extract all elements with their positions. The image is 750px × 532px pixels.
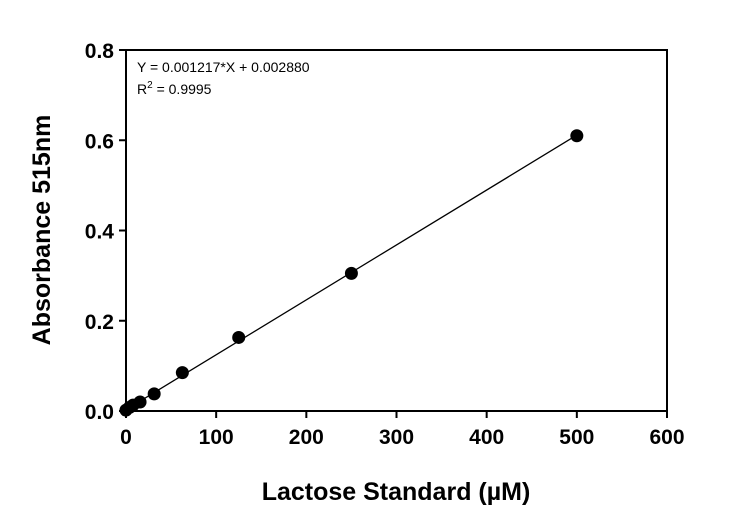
y-axis-title: Absorbance 515nm: [28, 115, 56, 346]
x-axis-title: Lactose Standard (µM): [262, 478, 531, 506]
equation-label: Y = 0.001217*X + 0.002880: [137, 59, 310, 75]
y-tick-label: 0.0: [85, 401, 114, 424]
data-point: [344, 266, 358, 280]
r-squared-label: R2 = 0.9995: [137, 80, 212, 97]
y-tick-label: 0.4: [85, 221, 115, 244]
y-tick-label: 0.8: [85, 40, 115, 63]
x-tick-label: 500: [559, 426, 594, 449]
y-axis-ticks: 0.0 0.2 0.4 0.6 0.8: [85, 40, 126, 424]
x-tick-label: 400: [469, 426, 504, 449]
data-point: [133, 395, 147, 409]
data-point: [147, 387, 161, 401]
data-point: [175, 366, 189, 380]
data-points: [119, 129, 584, 417]
x-axis-ticks: 0 100 200 300 400 500 600: [120, 411, 685, 449]
x-tick-label: 300: [379, 426, 414, 449]
y-tick-label: 0.2: [85, 311, 114, 334]
data-point: [232, 330, 246, 344]
y-tick-label: 0.6: [85, 130, 114, 153]
data-point: [570, 129, 584, 143]
x-tick-label: 600: [649, 426, 684, 449]
x-tick-label: 0: [120, 426, 132, 449]
plot-frame: [125, 49, 668, 412]
x-tick-label: 100: [199, 426, 234, 449]
x-tick-label: 200: [289, 426, 324, 449]
